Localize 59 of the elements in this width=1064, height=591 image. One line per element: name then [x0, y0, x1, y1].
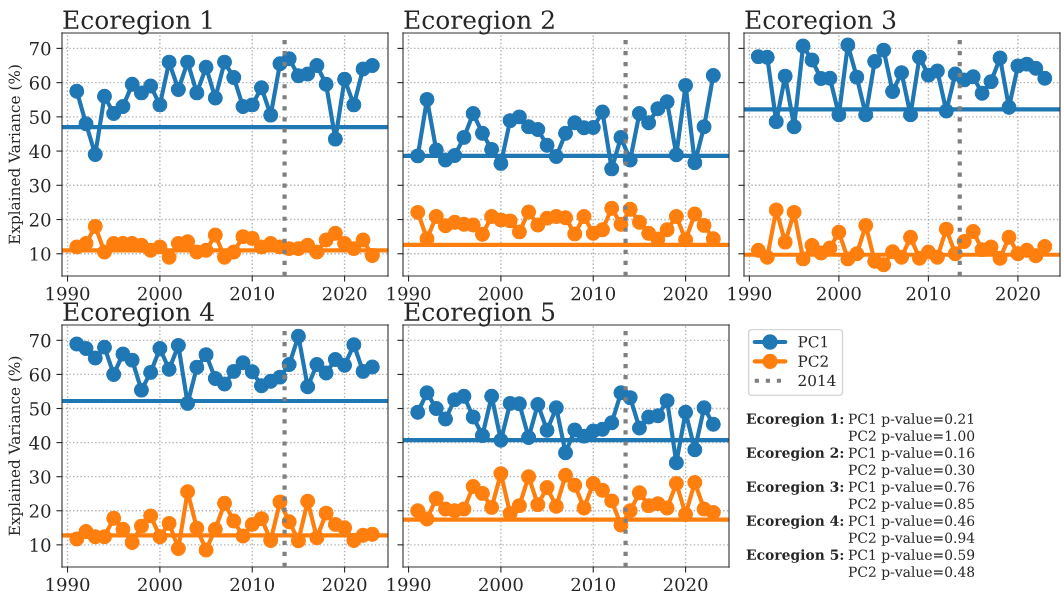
x-tick-label: 2010 — [571, 577, 616, 591]
y-axis-title: Explained Variance (%) — [8, 65, 24, 245]
x-tick-label: 2000 — [138, 577, 182, 591]
legend-label: PC1 — [798, 336, 828, 348]
text: PC1 p-value=0.46 — [848, 515, 975, 529]
text: Ecoregion 1: — [746, 413, 844, 427]
y-tick-label: 40 — [29, 144, 51, 159]
x-tick-label: 2020 — [322, 286, 367, 301]
x-tick-label: 2000 — [479, 577, 523, 591]
x-tick-label: 2000 — [479, 286, 523, 301]
chart-title: Ecoregion 2 — [404, 10, 554, 35]
x-tick-label: 2020 — [663, 577, 708, 591]
text: Ecoregion 4: — [746, 515, 844, 529]
legend-label: 2014 — [798, 374, 836, 387]
y-tick-label: 60 — [29, 76, 51, 90]
text: PC1 p-value=0.16 — [848, 447, 975, 461]
y-tick-label: 50 — [30, 401, 51, 416]
text: Ecoregion 2: — [746, 447, 844, 461]
text: PC1 p-value=0.59 — [848, 549, 975, 563]
text: Ecoregion 3: — [746, 481, 844, 495]
x-tick-label: 2010 — [230, 577, 275, 591]
x-tick-label: 2010 — [230, 286, 275, 301]
y-tick-label: 70 — [30, 333, 51, 348]
y-axis-title: Explained Variance (%) — [8, 356, 24, 536]
y-tick-label: 60 — [29, 367, 51, 382]
x-tick-label: 2010 — [571, 286, 616, 301]
text: PC2 p-value=0.94 — [848, 532, 975, 546]
text: PC2 p-value=0.48 — [848, 566, 975, 580]
y-tick-label: 40 — [29, 436, 51, 450]
x-tick-label: 2000 — [817, 286, 861, 301]
x-tick-label: 1990 — [46, 577, 90, 591]
text: PC2 p-value=0.85 — [848, 498, 975, 512]
y-tick-label: 10 — [30, 247, 51, 261]
x-tick-label: 2020 — [663, 286, 708, 301]
chart-title: Ecoregion 4 — [63, 302, 214, 327]
text: PC2 p-value=0.30 — [848, 464, 975, 478]
x-tick-label: 2020 — [996, 286, 1040, 301]
text: PC1 p-value=0.21 — [848, 413, 974, 427]
chart-title: Ecoregion 1 — [63, 10, 212, 35]
chart-title: Ecoregion 5 — [404, 302, 555, 327]
y-tick-label: 30 — [29, 178, 51, 193]
legend-label: PC2 — [798, 355, 828, 367]
y-tick-label: 50 — [30, 110, 51, 124]
x-tick-label: 1990 — [46, 286, 90, 301]
x-tick-label: 2010 — [906, 286, 951, 301]
y-tick-label: 20 — [29, 212, 51, 227]
chart-title: Ecoregion 3 — [745, 10, 896, 35]
x-tick-label: 2020 — [322, 577, 367, 591]
x-tick-label: 1990 — [387, 577, 431, 591]
y-tick-label: 20 — [29, 504, 51, 518]
text: PC2 p-value=1.00 — [848, 430, 975, 444]
y-tick-label: 10 — [30, 538, 51, 552]
x-tick-label: 1990 — [387, 286, 431, 301]
x-tick-label: 1990 — [728, 286, 772, 301]
text: PC1 p-value=0.76 — [848, 481, 975, 495]
y-tick-label: 30 — [29, 470, 51, 484]
text: Ecoregion 5: — [746, 549, 844, 563]
y-tick-label: 70 — [30, 41, 51, 56]
x-tick-label: 2000 — [138, 286, 182, 301]
